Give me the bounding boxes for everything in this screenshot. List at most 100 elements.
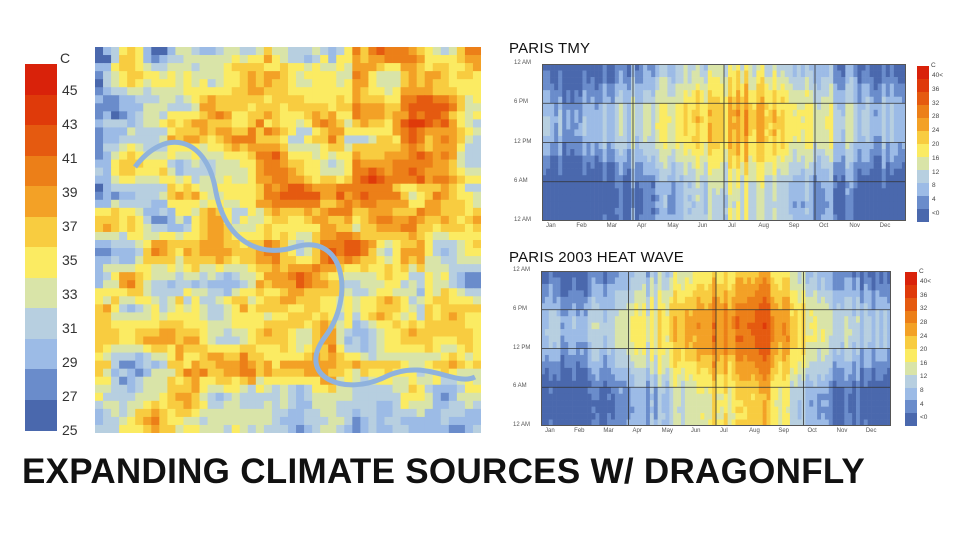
- heatmap-cell: [560, 354, 565, 362]
- map-cell: [304, 392, 313, 402]
- map-cell: [231, 63, 241, 72]
- map-cell: [191, 215, 200, 225]
- heatmap-cell: [756, 64, 761, 71]
- heatmap-cell: [800, 181, 806, 189]
- map-cell: [263, 63, 273, 72]
- heatmap-cell: [744, 142, 749, 150]
- map-cell: [288, 376, 297, 386]
- heatmap-cell: [550, 181, 555, 189]
- heatmap-cell: [591, 413, 596, 420]
- map-cell: [135, 199, 144, 209]
- heatmap-cell: [618, 116, 624, 124]
- map-cell: [400, 280, 410, 289]
- heatmap-cell: [572, 290, 577, 298]
- heatmap-cell: [869, 64, 874, 71]
- heatmap-cell: [893, 188, 899, 196]
- heatmap-cell: [764, 96, 769, 104]
- map-cell: [456, 328, 466, 337]
- heatmap-cell: [784, 188, 790, 196]
- map-cell: [352, 159, 361, 169]
- heatmap-cell: [591, 277, 596, 285]
- heatmap-cell: [655, 83, 660, 91]
- heatmap-cell: [683, 116, 688, 124]
- heatmap-cell: [695, 194, 701, 202]
- heatmap-cell: [568, 387, 573, 395]
- map-cell: [296, 416, 305, 426]
- heatmap-cell: [556, 413, 561, 420]
- map-cell: [384, 336, 393, 345]
- map-cell: [464, 55, 474, 64]
- heatmap-cell: [865, 83, 870, 91]
- heatmap-cell: [578, 168, 583, 176]
- map-cell: [127, 240, 136, 249]
- map-cell: [448, 336, 458, 345]
- heatmap-cell: [556, 374, 561, 382]
- map-cell: [119, 231, 128, 241]
- map-cell: [135, 328, 144, 337]
- map-cell: [223, 360, 233, 370]
- map-cell: [288, 320, 297, 329]
- heatmap-legend-swatch: [917, 157, 929, 171]
- map-cell: [448, 416, 458, 426]
- heatmap-cell: [736, 109, 741, 117]
- heatmap-cell: [583, 271, 588, 278]
- map-cell: [432, 424, 442, 433]
- heatmap-cell: [841, 194, 846, 202]
- heatmap-cell: [558, 142, 563, 150]
- heatmap-cell: [546, 214, 551, 221]
- map-cell: [263, 79, 273, 88]
- map-cell: [151, 199, 160, 209]
- heatmap-cell: [610, 181, 616, 189]
- heatmap-cell: [574, 96, 579, 104]
- map-cell: [440, 183, 450, 193]
- map-cell: [384, 127, 393, 136]
- map-cell: [135, 240, 144, 249]
- map-cell: [215, 248, 225, 257]
- map-cell: [416, 248, 426, 257]
- map-cell: [296, 223, 305, 233]
- map-cell: [215, 256, 225, 265]
- map-cell: [320, 127, 329, 136]
- map-cell: [279, 79, 289, 88]
- heatmap-cell: [861, 168, 866, 176]
- heatmap-cell: [764, 194, 769, 202]
- heatmap-cell: [841, 122, 846, 130]
- map-cell: [464, 272, 474, 281]
- map-cell: [384, 167, 393, 177]
- map-cell: [191, 127, 200, 136]
- map-cell: [464, 71, 474, 80]
- heatmap-cell: [595, 271, 600, 278]
- map-cell: [199, 384, 208, 394]
- map-cell: [127, 248, 136, 257]
- heatmap-cell: [542, 214, 547, 221]
- heatmap-cell: [760, 96, 765, 104]
- map-cell: [111, 127, 120, 136]
- map-cell: [416, 416, 426, 426]
- map-cell: [191, 304, 200, 313]
- heatmap-cell: [579, 406, 585, 414]
- map-cell: [464, 328, 474, 337]
- heatmap-cell: [849, 96, 854, 104]
- heatmap-cell: [707, 116, 713, 124]
- heatmap-legend-label: 4: [932, 196, 936, 204]
- map-cell: [312, 368, 321, 378]
- heatmap-cell: [829, 135, 834, 143]
- heatmap-cell: [837, 116, 842, 124]
- heatmap-cell: [566, 77, 571, 84]
- map-cell: [207, 256, 217, 265]
- heatmap-y-tick: 12 AM: [514, 60, 532, 66]
- heatmap-cell: [869, 188, 874, 196]
- heatmap-cell: [748, 135, 753, 143]
- heatmap-cell: [800, 201, 806, 209]
- heatmap-cell: [587, 361, 592, 369]
- map-cell: [119, 280, 128, 289]
- heatmap-cell: [651, 162, 656, 169]
- map-cell: [360, 248, 369, 257]
- heatmap-cell: [768, 155, 773, 163]
- heatmap-cell: [699, 103, 705, 111]
- heatmap-cell: [626, 188, 632, 196]
- map-cell: [424, 63, 434, 72]
- heatmap-cell: [583, 361, 588, 369]
- map-cell: [119, 175, 128, 185]
- map-cell: [456, 183, 466, 193]
